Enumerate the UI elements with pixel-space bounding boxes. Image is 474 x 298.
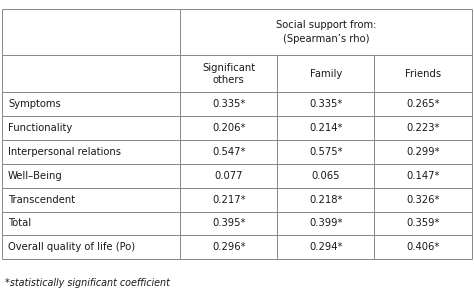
Text: 0.265*: 0.265* [406, 99, 440, 109]
Text: *statistically significant coefficient: *statistically significant coefficient [5, 278, 170, 288]
Text: Transcendent: Transcendent [8, 195, 75, 205]
Text: 0.217*: 0.217* [212, 195, 246, 205]
Text: 0.406*: 0.406* [406, 242, 440, 252]
Text: Friends: Friends [405, 69, 441, 79]
Text: 0.547*: 0.547* [212, 147, 246, 157]
Text: 0.223*: 0.223* [406, 123, 440, 133]
Text: Overall quality of life (Po): Overall quality of life (Po) [8, 242, 135, 252]
Text: 0.077: 0.077 [214, 171, 243, 181]
Text: Family: Family [310, 69, 342, 79]
Text: Social support from:
(Spearman’s rho): Social support from: (Spearman’s rho) [276, 20, 376, 44]
Text: Symptoms: Symptoms [8, 99, 61, 109]
Text: 0.399*: 0.399* [309, 218, 343, 229]
Text: Functionality: Functionality [8, 123, 73, 133]
Text: 0.218*: 0.218* [309, 195, 343, 205]
Text: 0.335*: 0.335* [309, 99, 343, 109]
Text: 0.294*: 0.294* [309, 242, 343, 252]
Text: 0.296*: 0.296* [212, 242, 246, 252]
Text: 0.206*: 0.206* [212, 123, 246, 133]
Text: Significant
others: Significant others [202, 63, 255, 85]
Text: Interpersonal relations: Interpersonal relations [8, 147, 121, 157]
Text: Well–Being: Well–Being [8, 171, 63, 181]
Text: 0.359*: 0.359* [406, 218, 440, 229]
Text: 0.335*: 0.335* [212, 99, 246, 109]
Text: Total: Total [8, 218, 31, 229]
Text: 0.147*: 0.147* [406, 171, 440, 181]
Text: 0.214*: 0.214* [309, 123, 343, 133]
Text: 0.575*: 0.575* [309, 147, 343, 157]
Text: 0.065: 0.065 [311, 171, 340, 181]
Text: 0.326*: 0.326* [406, 195, 440, 205]
Text: 0.395*: 0.395* [212, 218, 246, 229]
Text: 0.299*: 0.299* [406, 147, 440, 157]
